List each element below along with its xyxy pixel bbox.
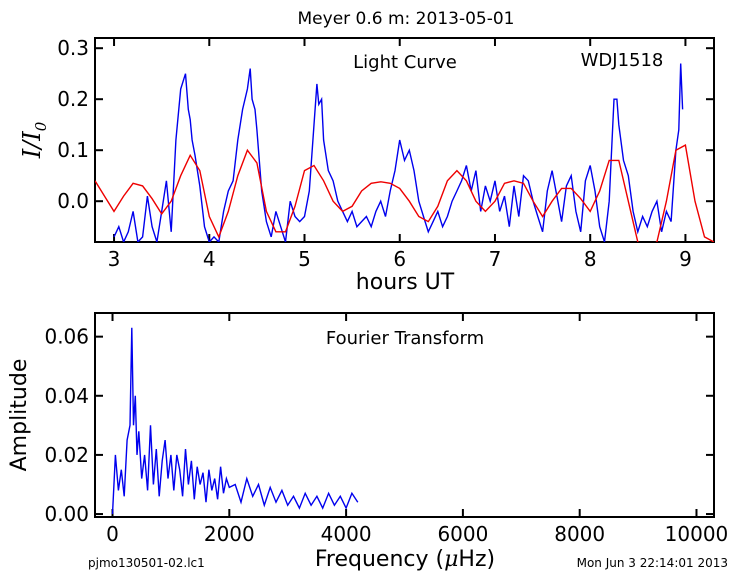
light-curve-x-tick-label: 5 — [298, 247, 311, 271]
y-axis-label-amplitude: Amplitude — [7, 359, 32, 472]
footer-timestamp: Mon Jun 3 22:14:01 2013 — [577, 556, 728, 570]
x-axis-label-frequency-end: Hz) — [458, 547, 495, 572]
x-axis-label-hours: hours UT — [356, 270, 455, 295]
svg-text:I/I0: I/I0 — [18, 121, 50, 159]
y-axis-label-intensity: I/I0 — [18, 121, 50, 159]
light-curve-y-tick-label: 0.3 — [57, 36, 89, 60]
light-curve-x-tick-label: 7 — [489, 247, 502, 271]
footer-filename: pjmo130501-02.lc1 — [88, 556, 205, 570]
light-curve-x-tick-label: 6 — [393, 247, 406, 271]
fourier-frame — [94, 312, 715, 518]
light-curve-series-line-1 — [95, 144, 714, 242]
light-curve-x-tick-label: 4 — [203, 247, 216, 271]
light-curve-panel: 3 4 5 6 7 8 90.00.10.20.3 Light Curve WDJ1518 … — [18, 36, 715, 295]
x-axis-label-mu: μ — [444, 547, 458, 572]
fourier-series — [111, 327, 359, 515]
light-curve-y-tick-label: 0.2 — [57, 87, 89, 111]
fourier-x-tick-label: 10000 — [665, 522, 729, 546]
light-curve-ticks: 3 4 5 6 7 8 9 0.0 0.1 0.2 0.3 — [57, 36, 714, 271]
light-curve-frame — [94, 37, 715, 243]
fourier-x-tick-label: 4000 — [321, 522, 372, 546]
fourier-label: Fourier Transform — [326, 328, 484, 349]
target-name-label: WDJ1518 — [581, 50, 664, 71]
light-curve-x-tick-label: 8 — [584, 247, 597, 271]
fourier-series-line-0 — [111, 327, 359, 515]
fourier-y-tick-label: 0.00 — [44, 502, 89, 526]
light-curve-series — [95, 63, 714, 242]
x-axis-label-frequency-start: Frequency ( — [315, 547, 444, 572]
light-curve-x-tick-label: 3 — [108, 247, 121, 271]
fourier-y-tick-label: 0.04 — [44, 384, 89, 408]
x-axis-label-frequency: Frequency (μHz) — [315, 547, 495, 572]
fourier-ticks: 0 2000 4000 6000 8000 10000 0.00 0.02 0.04 0.06 — [44, 313, 728, 546]
light-curve-y-tick-label: 0.0 — [57, 189, 89, 213]
figure-title: Meyer 0.6 m: 2013-05-01 — [298, 9, 515, 29]
y-axis-label-main: I/I — [18, 131, 46, 160]
fourier-x-tick-label: 2000 — [204, 522, 255, 546]
fourier-y-tick-label: 0.06 — [44, 325, 89, 349]
fourier-panel: 0 2000 4000 6000 8000 10000 0.00 0.02 0.04 0.06 F… — [7, 312, 728, 572]
y-axis-label-subscript: 0 — [32, 121, 50, 131]
light-curve-x-tick-label: 9 — [679, 247, 692, 271]
fourier-y-tick-label: 0.02 — [44, 443, 89, 467]
light-curve-y-tick-label: 0.1 — [57, 138, 89, 162]
fourier-x-tick-label: 8000 — [554, 522, 605, 546]
light-curve-label: Light Curve — [353, 52, 457, 73]
fourier-x-tick-label: 0 — [106, 522, 119, 546]
light-curve-series-line-0 — [113, 63, 684, 242]
fourier-x-tick-label: 6000 — [437, 522, 488, 546]
